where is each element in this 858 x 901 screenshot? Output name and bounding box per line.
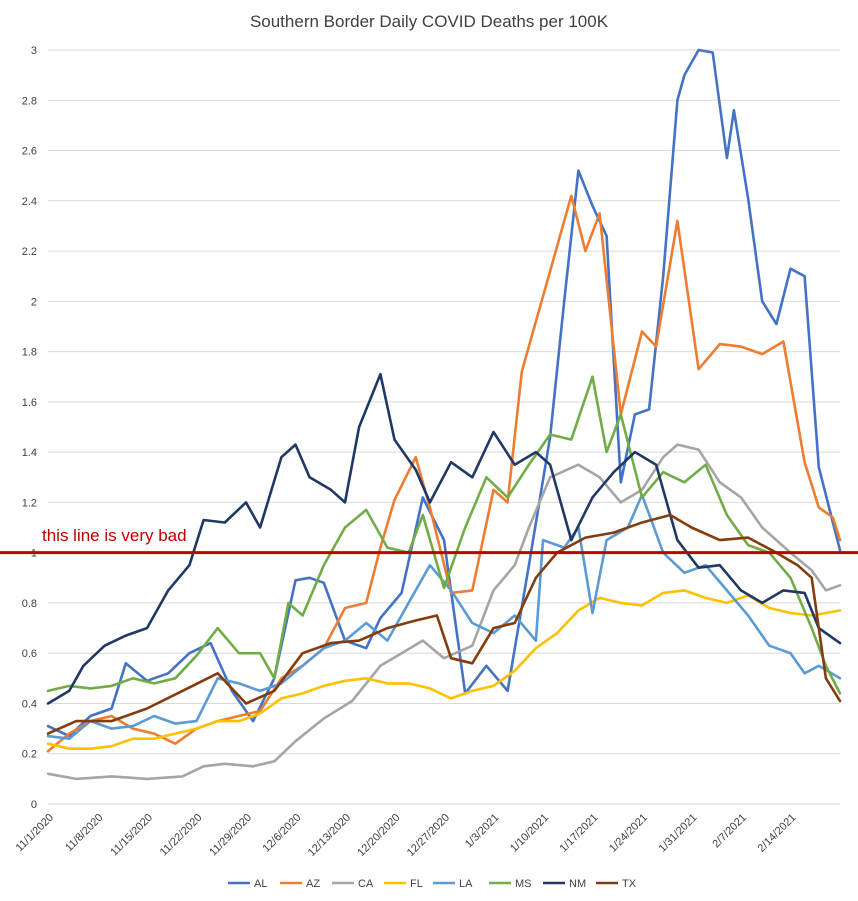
reference-line-label: this line is very bad — [42, 526, 187, 545]
y-tick-label: 0 — [31, 799, 37, 811]
y-tick-label: 0.6 — [22, 648, 37, 660]
y-tick-label: 0.4 — [22, 698, 37, 710]
legend-label-al: AL — [254, 878, 267, 890]
series-line-ms — [46, 375, 842, 695]
y-tick-label: 2.2 — [22, 246, 37, 258]
legend-label-ms: MS — [515, 878, 532, 890]
y-tick-label: 0.8 — [22, 598, 37, 610]
y-tick-label: 2.4 — [22, 196, 37, 208]
legend: AL AZ CA FL LA MS NM TX — [228, 878, 637, 890]
y-tick-label: 1.4 — [22, 447, 37, 459]
y-tick-label: 3 — [31, 45, 37, 57]
y-tick-label: 2 — [31, 296, 37, 308]
legend-label-tx: TX — [622, 878, 637, 890]
y-tick-label: 1.8 — [22, 347, 37, 359]
legend-label-nm: NM — [569, 878, 586, 890]
legend-label-az: AZ — [306, 878, 320, 890]
y-tick-label: 0.2 — [22, 749, 37, 761]
gridlines — [48, 49, 840, 805]
series-line-al — [46, 48, 842, 738]
series-line-ca — [46, 443, 842, 781]
y-tick-label: 1.2 — [22, 497, 37, 509]
legend-label-ca: CA — [358, 878, 374, 890]
series-line-tx — [46, 513, 842, 735]
series-line-fl — [46, 589, 842, 751]
series-line-nm — [46, 372, 842, 705]
legend-label-fl: FL — [410, 878, 423, 890]
y-tick-label: 2.6 — [22, 146, 37, 158]
legend-label-la: LA — [459, 878, 473, 890]
y-tick-label: 1.6 — [22, 397, 37, 409]
series-line-la — [46, 493, 842, 741]
series-lines — [46, 48, 842, 781]
chart-title: Southern Border Daily COVID Deaths per 1… — [250, 12, 609, 31]
y-tick-label: 2.8 — [22, 95, 37, 107]
